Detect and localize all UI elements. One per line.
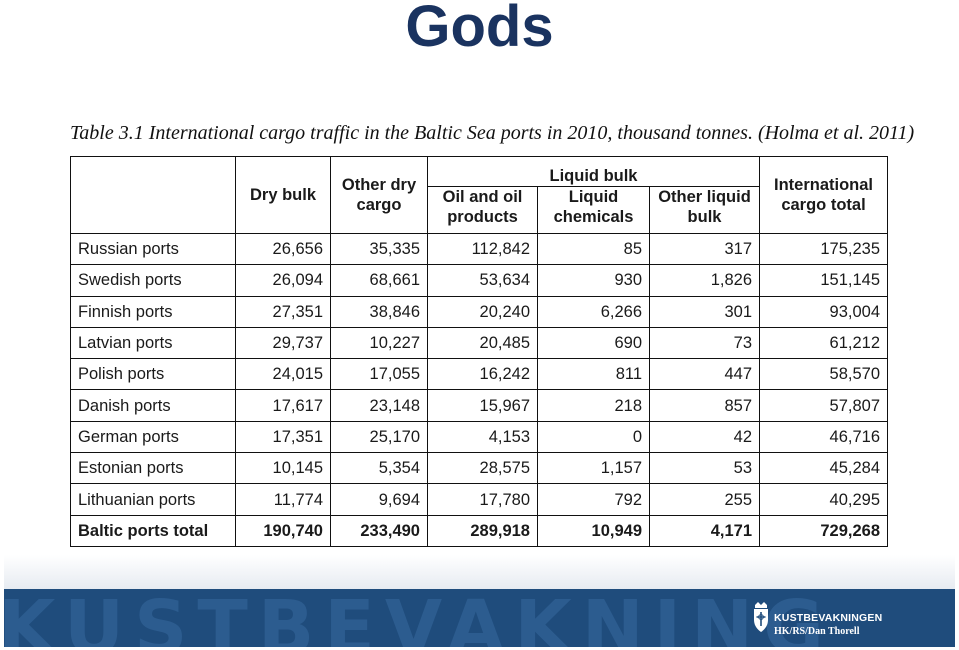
other-liquid-value: 301	[648, 295, 761, 328]
other-liquid-value: 1,826	[648, 264, 761, 297]
other-liquid-value: 42	[648, 420, 761, 454]
table-row: German ports 17,351 25,170 4,153 0 42 46…	[70, 420, 889, 454]
other-dry-value: 23,148	[330, 389, 428, 422]
oil-value: 28,575	[427, 452, 538, 485]
other-dry-value: 10,227	[330, 326, 428, 360]
header-blank-cell	[70, 156, 236, 234]
dry-bulk-value: 26,094	[235, 264, 331, 297]
port-name: Russian ports	[70, 232, 236, 266]
footer-watermark: KUSTBEVAKNING	[4, 589, 834, 647]
oil-value: 20,240	[427, 295, 538, 328]
slide-title: Gods	[405, 0, 554, 59]
header-international-total: International cargo total	[759, 156, 889, 234]
total-row: Baltic ports total 190,740 233,490 289,9…	[70, 514, 889, 547]
other-liquid-value: 255	[648, 483, 761, 516]
other-liquid-value: 317	[648, 232, 761, 266]
port-name: Lithuanian ports	[70, 483, 236, 516]
total-value: 93,004	[759, 295, 889, 328]
port-name: Danish ports	[70, 389, 236, 422]
footer-credit: HK/RS/Dan Thorell	[774, 626, 860, 637]
other-liquid-value: 447	[648, 358, 761, 391]
other-dry-total: 233,490	[330, 514, 428, 547]
port-name: Swedish ports	[70, 264, 236, 297]
dry-bulk-total: 190,740	[235, 514, 331, 547]
other-dry-value: 68,661	[330, 264, 428, 297]
table-row: Lithuanian ports 11,774 9,694 17,780 792…	[70, 483, 889, 516]
header-liquid-chemicals: Liquid chemicals	[537, 186, 650, 234]
table-row: Finnish ports 27,351 38,846 20,240 6,266…	[70, 295, 889, 328]
other-dry-value: 17,055	[330, 358, 428, 391]
other-dry-value: 9,694	[330, 483, 428, 516]
port-name: Finnish ports	[70, 295, 236, 328]
other-liquid-value: 857	[648, 389, 761, 422]
dry-bulk-value: 17,351	[235, 420, 331, 454]
chemicals-value: 1,157	[537, 452, 650, 485]
footer-brand: KUSTBEVAKNINGEN	[774, 612, 883, 624]
header-other-dry-cargo: Other dry cargo	[330, 156, 428, 234]
dry-bulk-value: 17,617	[235, 389, 331, 422]
dry-bulk-value: 27,351	[235, 295, 331, 328]
header-row-sub: Oil and oil products Liquid chemicals Ot…	[71, 186, 888, 234]
oil-value: 15,967	[427, 389, 538, 422]
dry-bulk-value: 11,774	[235, 483, 331, 516]
other-liquid-total: 4,171	[648, 514, 761, 547]
table-row: Latvian ports 29,737 10,227 20,485 690 7…	[70, 326, 889, 360]
cargo-traffic-table: Dry bulk Other dry cargo Liquid bulk Int…	[70, 156, 889, 547]
other-dry-value: 25,170	[330, 420, 428, 454]
chemicals-value: 930	[537, 264, 650, 297]
oil-value: 17,780	[427, 483, 538, 516]
dry-bulk-value: 29,737	[235, 326, 331, 360]
chemicals-value: 85	[537, 232, 650, 266]
total-value: 45,284	[759, 452, 889, 485]
table-row: Danish ports 17,617 23,148 15,967 218 85…	[70, 389, 889, 422]
chemicals-value: 792	[537, 483, 650, 516]
oil-value: 53,634	[427, 264, 538, 297]
oil-total: 289,918	[427, 514, 538, 547]
chemicals-value: 811	[537, 358, 650, 391]
other-dry-value: 35,335	[330, 232, 428, 266]
port-name: German ports	[70, 420, 236, 454]
oil-value: 4,153	[427, 420, 538, 454]
total-value: 151,145	[759, 264, 889, 297]
dry-bulk-value: 24,015	[235, 358, 331, 391]
header-row-group: Dry bulk Other dry cargo Liquid bulk Int…	[70, 156, 889, 234]
footer-fade	[4, 555, 955, 589]
other-liquid-value: 73	[648, 326, 761, 360]
chemicals-value: 0	[537, 420, 650, 454]
table-row: Polish ports 24,015 17,055 16,242 811 44…	[70, 358, 889, 391]
footer-band: KUSTBEVAKNING	[4, 589, 955, 647]
total-value: 57,807	[759, 389, 889, 422]
oil-value: 20,485	[427, 326, 538, 360]
other-liquid-value: 53	[648, 452, 761, 485]
total-value: 40,295	[759, 483, 889, 516]
dry-bulk-value: 26,656	[235, 232, 331, 266]
grand-total: 729,268	[759, 514, 889, 547]
port-name: Polish ports	[70, 358, 236, 391]
other-dry-value: 5,354	[330, 452, 428, 485]
dry-bulk-value: 10,145	[235, 452, 331, 485]
header-dry-bulk: Dry bulk	[235, 156, 331, 234]
header-oil-products: Oil and oil products	[427, 186, 538, 234]
total-value: 58,570	[759, 358, 889, 391]
other-dry-value: 38,846	[330, 295, 428, 328]
swedish-coast-guard-crest-icon	[754, 602, 768, 632]
total-value: 175,235	[759, 232, 889, 266]
oil-value: 16,242	[427, 358, 538, 391]
total-value: 46,716	[759, 420, 889, 454]
port-name: Latvian ports	[70, 326, 236, 360]
total-row-label: Baltic ports total	[70, 514, 236, 547]
table-row: Russian ports 26,656 35,335 112,842 85 3…	[70, 232, 889, 266]
chemicals-value: 690	[537, 326, 650, 360]
chemicals-value: 6,266	[537, 295, 650, 328]
table-row: Estonian ports 10,145 5,354 28,575 1,157…	[70, 452, 889, 485]
oil-value: 112,842	[427, 232, 538, 266]
table-caption: Table 3.1 International cargo traffic in…	[70, 122, 915, 144]
total-value: 61,212	[759, 326, 889, 360]
chemicals-value: 218	[537, 389, 650, 422]
table-row: Swedish ports 26,094 68,661 53,634 930 1…	[70, 264, 889, 297]
header-other-liquid-bulk: Other liquid bulk	[648, 186, 761, 234]
port-name: Estonian ports	[70, 452, 236, 485]
chemicals-total: 10,949	[537, 514, 650, 547]
header-liquid-bulk: Liquid bulk	[426, 156, 761, 187]
